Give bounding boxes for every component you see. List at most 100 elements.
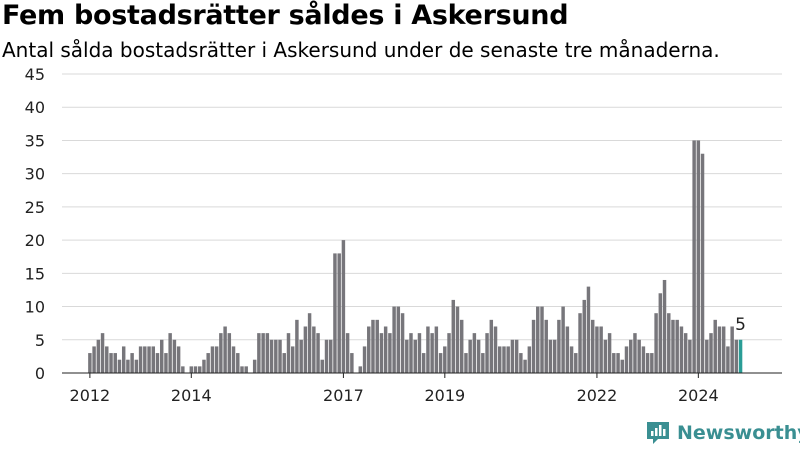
bar (117, 359, 122, 373)
bar (574, 353, 578, 373)
bar (578, 313, 582, 373)
bar (409, 333, 413, 373)
bar (227, 333, 232, 373)
bar (236, 353, 240, 373)
bar (413, 339, 417, 373)
bar (261, 333, 265, 373)
bar (565, 326, 570, 373)
bar (590, 319, 595, 373)
bar (531, 319, 536, 373)
bar-highlight (738, 339, 743, 373)
y-tick-label: 0 (35, 364, 45, 383)
x-tick-label: 2017 (323, 386, 364, 405)
bar (548, 339, 553, 373)
bar (481, 353, 485, 373)
y-tick-label: 15 (25, 264, 45, 283)
bar (709, 333, 713, 373)
bar (633, 333, 637, 373)
bar (316, 333, 320, 373)
bar (447, 333, 451, 373)
bar (392, 306, 396, 373)
bar (252, 359, 257, 373)
bar (658, 293, 663, 373)
bar (96, 339, 101, 373)
bar (278, 339, 282, 373)
bar (295, 319, 299, 373)
bar (269, 339, 274, 373)
bar (552, 339, 557, 373)
bar (599, 326, 603, 373)
bar (121, 346, 126, 373)
x-tick-label: 2024 (678, 386, 719, 405)
bar (286, 333, 291, 373)
bar (468, 339, 472, 373)
bar (696, 140, 701, 373)
bar (367, 326, 371, 373)
bar (523, 359, 527, 373)
bar (734, 339, 739, 373)
bar (303, 326, 308, 373)
bar (324, 339, 329, 373)
bar (181, 366, 185, 373)
bar (667, 313, 671, 373)
bar (688, 339, 692, 373)
bar (113, 353, 117, 373)
bar (624, 346, 629, 373)
bar (383, 326, 388, 373)
bar (472, 333, 477, 373)
bar (143, 346, 147, 373)
bar (586, 286, 591, 373)
bar (464, 353, 468, 373)
bar (451, 299, 456, 373)
bar (726, 346, 730, 373)
bar (134, 359, 139, 373)
bar (679, 326, 684, 373)
bar (620, 359, 625, 373)
chart-title: Fem bostadsrätter såldes i Askersund (2, 0, 569, 31)
bar (176, 346, 181, 373)
bar (493, 326, 498, 373)
bar (231, 346, 236, 373)
bar (430, 333, 434, 373)
bar (650, 353, 654, 373)
bar (219, 333, 223, 373)
bar (126, 359, 130, 373)
bar (616, 353, 620, 373)
y-tick-label: 5 (35, 331, 45, 350)
bar (189, 366, 194, 373)
y-tick-label: 45 (25, 65, 45, 84)
bar (510, 339, 515, 373)
bar (130, 353, 134, 373)
bar (400, 313, 405, 373)
bar (485, 333, 489, 373)
bar (379, 333, 384, 373)
bar (92, 346, 96, 373)
bar (612, 353, 616, 373)
bar (358, 366, 363, 373)
bar (337, 253, 341, 373)
x-tick-label: 2022 (577, 386, 618, 405)
bar (506, 346, 510, 373)
bar (557, 319, 561, 373)
bar (700, 153, 705, 373)
bar (240, 366, 244, 373)
brand-logo: Newsworthy (645, 419, 800, 447)
bar (329, 339, 333, 373)
bar (155, 353, 160, 373)
x-tick-label: 2019 (424, 386, 465, 405)
bar (421, 353, 426, 373)
bar (350, 353, 354, 373)
bar (443, 346, 447, 373)
bar (683, 333, 688, 373)
bar (438, 353, 443, 373)
bar (88, 353, 92, 373)
bar (536, 306, 540, 373)
bar (637, 339, 641, 373)
bar (299, 339, 303, 373)
y-tick-label: 10 (25, 298, 45, 317)
bar (164, 353, 168, 373)
bar (341, 240, 346, 373)
bar (193, 366, 198, 373)
bar (138, 346, 143, 373)
